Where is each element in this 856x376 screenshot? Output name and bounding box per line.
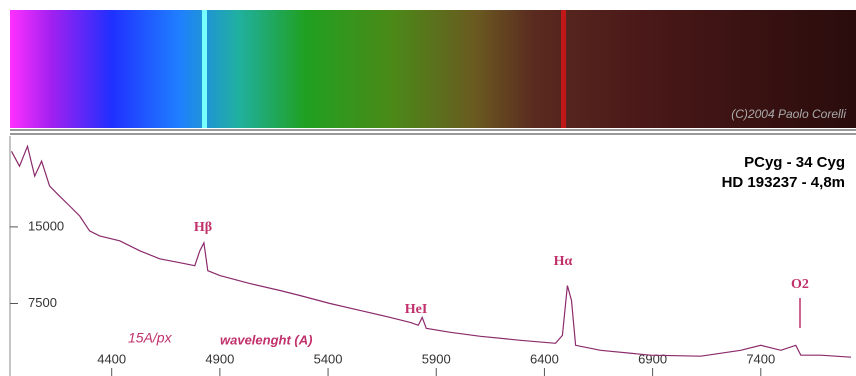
y-tick-label: 15000 [28, 218, 64, 233]
x-tick-label: 6900 [638, 351, 667, 366]
title: PCyg - 34 Cyg [744, 154, 845, 171]
x-tick-label: 7400 [746, 351, 775, 366]
dispersion: 15A/px [128, 330, 173, 346]
x-tick-label: 5400 [314, 351, 343, 366]
annotation: Hβ [194, 220, 212, 235]
y-tick-label: 7500 [28, 295, 57, 310]
subtitle: HD 193237 - 4,8m [722, 174, 845, 191]
h-beta-line [202, 10, 207, 128]
copyright: (C)2004 Paolo Corelli [731, 107, 846, 121]
x-tick-label: 4400 [97, 351, 126, 366]
annotation: O2 [791, 277, 809, 292]
x-axis-label: wavelenght (A) [220, 332, 312, 347]
x-tick-label: 5900 [422, 351, 451, 366]
chart: (C)2004 Paolo Corelli PCyg - 34 Cyg HD 1… [0, 0, 856, 376]
spectrum-strip [10, 10, 856, 128]
annotation: HeI [405, 302, 428, 317]
x-tick-label: 4900 [205, 351, 234, 366]
x-tick-label: 6400 [530, 351, 559, 366]
page: {"chart_data": {"type": "line", "copyrig… [0, 0, 856, 376]
h-alpha-line [561, 10, 566, 128]
annotation: Hα [554, 254, 573, 269]
